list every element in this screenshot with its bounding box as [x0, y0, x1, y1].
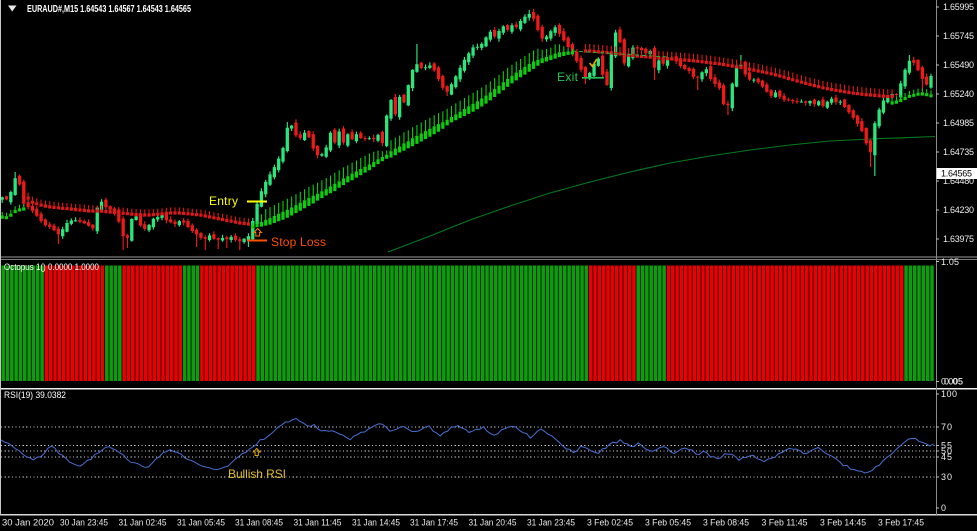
svg-text:1.64735: 1.64735: [943, 147, 974, 157]
svg-text:1.63975: 1.63975: [943, 234, 974, 244]
svg-text:31 Jan 20:45: 31 Jan 20:45: [469, 518, 517, 528]
svg-text:Entry: Entry: [209, 194, 238, 208]
svg-text:31 Jan 02:45: 31 Jan 02:45: [119, 518, 167, 528]
svg-text:3 Feb 11:45: 3 Feb 11:45: [762, 518, 808, 528]
svg-text:30: 30: [941, 472, 952, 482]
svg-text:31 Jan 11:45: 31 Jan 11:45: [294, 518, 342, 528]
svg-text:3 Feb 14:45: 3 Feb 14:45: [820, 518, 866, 528]
svg-text:1.64985: 1.64985: [943, 118, 974, 128]
svg-text:30 Jan 2020: 30 Jan 2020: [2, 518, 54, 528]
svg-text:3 Feb 17:45: 3 Feb 17:45: [878, 518, 924, 528]
svg-text:45: 45: [941, 452, 952, 462]
svg-text:0: 0: [941, 503, 946, 513]
svg-text:3 Feb 08:45: 3 Feb 08:45: [703, 518, 749, 528]
svg-text:31 Jan 23:45: 31 Jan 23:45: [527, 518, 575, 528]
svg-text:30 Jan 23:45: 30 Jan 23:45: [60, 518, 108, 528]
svg-text:1.65995: 1.65995: [943, 2, 974, 12]
svg-text:100: 100: [941, 389, 957, 399]
svg-text:1.65745: 1.65745: [943, 31, 974, 41]
svg-text:31 Jan 05:45: 31 Jan 05:45: [177, 518, 225, 528]
svg-text:EURAUD#,M15 1.64543 1.64567 1: EURAUD#,M15 1.64543 1.64567 1.64543 1.64…: [27, 4, 191, 15]
svg-text:1.05: 1.05: [941, 257, 959, 267]
svg-text:1.64565: 1.64565: [941, 169, 972, 179]
svg-text:RSI(19) 39.0382: RSI(19) 39.0382: [4, 390, 66, 401]
svg-text:31 Jan 08:45: 31 Jan 08:45: [235, 518, 283, 528]
svg-text:50: 50: [941, 446, 952, 456]
svg-text:0.005: 0.005: [941, 377, 963, 387]
svg-text:Octopus 1() 0.0000 1.0000: Octopus 1() 0.0000 1.0000: [4, 262, 99, 273]
svg-text:31 Jan 17:45: 31 Jan 17:45: [410, 518, 458, 528]
svg-text:Bullish RSI: Bullish RSI: [228, 467, 286, 481]
svg-text:70: 70: [941, 422, 952, 432]
svg-text:Exit: Exit: [557, 70, 579, 84]
svg-text:1.65240: 1.65240: [943, 89, 974, 99]
svg-text:3 Feb 05:45: 3 Feb 05:45: [645, 518, 691, 528]
svg-text:55: 55: [941, 441, 952, 451]
svg-text:31 Jan 14:45: 31 Jan 14:45: [352, 518, 400, 528]
svg-text:0.05: 0.05: [944, 377, 963, 387]
svg-text:3 Feb 02:45: 3 Feb 02:45: [587, 518, 633, 528]
svg-text:1.65490: 1.65490: [943, 60, 974, 70]
svg-text:Stop Loss: Stop Loss: [271, 235, 326, 249]
svg-text:1.64230: 1.64230: [943, 205, 974, 215]
svg-text:1.64480: 1.64480: [943, 176, 974, 186]
